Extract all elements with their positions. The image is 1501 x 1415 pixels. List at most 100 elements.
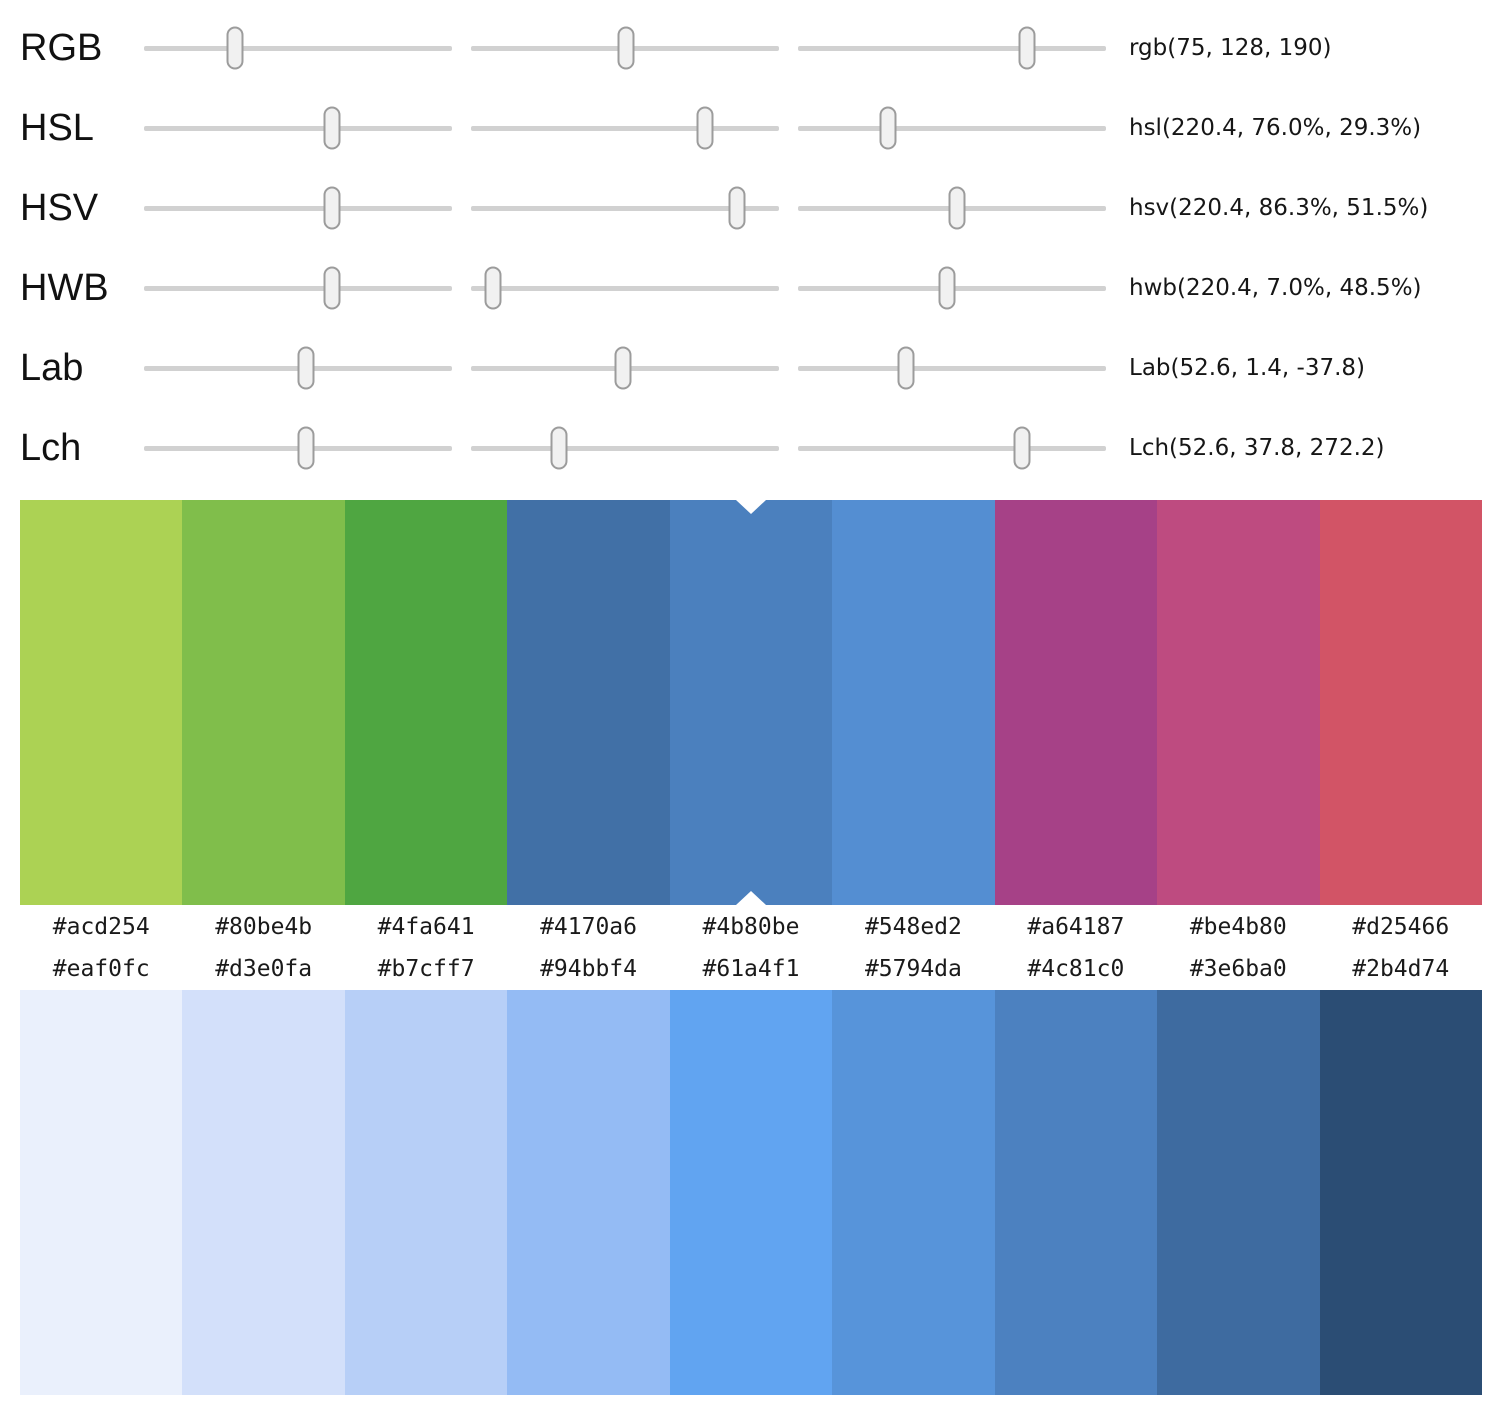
slider-track[interactable]	[144, 45, 452, 51]
slider-thumb[interactable]	[948, 186, 966, 230]
hex-label: #4170a6	[540, 913, 637, 940]
selected-color-swatch-4b80be[interactable]	[669, 500, 833, 905]
slider-hsv-1[interactable]	[144, 180, 452, 236]
color-model-label: HSL	[20, 107, 94, 149]
color-model-label: Lch	[20, 427, 82, 469]
slider-thumb[interactable]	[297, 426, 315, 470]
hex-label: #2b4d74	[1352, 956, 1450, 982]
color-value-text: hsv(220.4, 86.3%, 51.5%)	[1129, 195, 1429, 221]
color-model-label: HSV	[20, 187, 99, 229]
slider-hwb-3[interactable]	[798, 260, 1106, 316]
hex-label: #61a4f1	[702, 956, 800, 982]
slider-lch-1[interactable]	[144, 420, 452, 476]
slider-thumb[interactable]	[614, 346, 632, 390]
slider-thumb[interactable]	[938, 266, 956, 310]
color-swatch-2b4d74[interactable]	[1319, 990, 1482, 1395]
hex-label: #eaf0fc	[52, 956, 150, 982]
hex-label: #d25466	[1352, 913, 1450, 940]
color-swatch-a64187[interactable]	[994, 500, 1158, 905]
palette-top-strip	[20, 500, 1482, 905]
slider-track[interactable]	[798, 445, 1106, 451]
hex-label: #5794da	[864, 956, 962, 982]
color-swatch-d3e0fa[interactable]	[182, 990, 345, 1395]
slider-group	[144, 20, 1106, 76]
color-swatch-b7cff7[interactable]	[344, 990, 508, 1395]
slider-group	[144, 180, 1106, 236]
slider-rgb-3[interactable]	[798, 20, 1106, 76]
palette-bottom-hex-labels: #eaf0fc #d3e0fa #b7cff7 #94bbf4 #61a4f1 #5794…	[20, 948, 1482, 990]
color-swatch-94bbf4[interactable]	[507, 990, 670, 1395]
slider-hwb-2[interactable]	[471, 260, 779, 316]
slider-lab-1[interactable]	[144, 340, 452, 396]
color-swatch-4fa641[interactable]	[344, 500, 508, 905]
slider-track[interactable]	[798, 365, 1106, 371]
slider-thumb[interactable]	[897, 346, 915, 390]
palette-bottom-strip	[20, 990, 1482, 1395]
hex-label: #b7cff7	[377, 956, 475, 982]
slider-hsv-2[interactable]	[471, 180, 779, 236]
color-model-label: Lab	[20, 347, 84, 389]
slider-row: HSV hsv(220.4, 86.3%, 51.5%)	[0, 168, 1501, 248]
slider-track[interactable]	[798, 125, 1106, 131]
palette-top-hex-labels: #acd254 #80be4b #4fa641 #4170a6 #4b80be #548e…	[20, 905, 1482, 948]
slider-thumb[interactable]	[297, 346, 315, 390]
hex-label: #4fa641	[377, 913, 475, 940]
slider-thumb[interactable]	[879, 106, 897, 150]
color-value-text: Lab(52.6, 1.4, -37.8)	[1129, 355, 1365, 381]
slider-track[interactable]	[144, 125, 452, 131]
color-swatch-eaf0fc[interactable]	[20, 990, 183, 1395]
slider-rgb-2[interactable]	[471, 20, 779, 76]
color-swatch-4170a6[interactable]	[507, 500, 670, 905]
slider-row: Lab Lab(52.6, 1.4, -37.8)	[0, 328, 1501, 408]
slider-thumb[interactable]	[617, 26, 635, 70]
slider-thumb[interactable]	[323, 266, 341, 310]
color-swatch-548ed2[interactable]	[832, 500, 995, 905]
slider-thumb[interactable]	[550, 426, 568, 470]
slider-hsl-2[interactable]	[471, 100, 779, 156]
slider-track[interactable]	[144, 285, 452, 291]
slider-hsl-1[interactable]	[144, 100, 452, 156]
slider-track[interactable]	[471, 205, 779, 211]
slider-lch-2[interactable]	[471, 420, 779, 476]
slider-thumb[interactable]	[323, 186, 341, 230]
slider-thumb[interactable]	[323, 106, 341, 150]
hex-label: #3e6ba0	[1189, 956, 1287, 982]
color-model-label: HWB	[20, 267, 109, 309]
color-swatch-acd254[interactable]	[20, 500, 183, 905]
hex-label: #80be4b	[215, 913, 313, 940]
color-swatch-5794da[interactable]	[832, 990, 995, 1395]
slider-thumb[interactable]	[728, 186, 746, 230]
slider-thumb[interactable]	[484, 266, 502, 310]
color-value-text: rgb(75, 128, 190)	[1129, 35, 1332, 61]
color-swatch-3e6ba0[interactable]	[1157, 990, 1320, 1395]
color-swatch-61a4f1[interactable]	[669, 990, 833, 1395]
color-swatch-d25466[interactable]	[1319, 500, 1482, 905]
slider-track[interactable]	[798, 45, 1106, 51]
slider-track[interactable]	[471, 285, 779, 291]
hex-label: #94bbf4	[540, 956, 637, 982]
color-model-label: RGB	[20, 27, 103, 69]
slider-lab-2[interactable]	[471, 340, 779, 396]
color-swatch-80be4b[interactable]	[182, 500, 345, 905]
hex-label: #548ed2	[864, 913, 962, 940]
color-value-text: Lch(52.6, 37.8, 272.2)	[1129, 435, 1385, 461]
slider-hwb-1[interactable]	[144, 260, 452, 316]
color-swatch-4c81c0[interactable]	[994, 990, 1158, 1395]
slider-thumb[interactable]	[1018, 26, 1036, 70]
slider-rgb-1[interactable]	[144, 20, 452, 76]
slider-row: Lch Lch(52.6, 37.8, 272.2)	[0, 408, 1501, 488]
slider-track[interactable]	[471, 445, 779, 451]
slider-thumb[interactable]	[226, 26, 244, 70]
slider-hsl-3[interactable]	[798, 100, 1106, 156]
color-swatch-be4b80[interactable]	[1157, 500, 1320, 905]
slider-lab-3[interactable]	[798, 340, 1106, 396]
slider-track[interactable]	[471, 125, 779, 131]
slider-lch-3[interactable]	[798, 420, 1106, 476]
slider-thumb[interactable]	[1013, 426, 1031, 470]
slider-thumb[interactable]	[696, 106, 714, 150]
hex-label: #be4b80	[1189, 913, 1287, 940]
hex-label: #acd254	[52, 913, 150, 940]
hex-label: #d3e0fa	[215, 956, 313, 982]
slider-track[interactable]	[144, 205, 452, 211]
slider-hsv-3[interactable]	[798, 180, 1106, 236]
